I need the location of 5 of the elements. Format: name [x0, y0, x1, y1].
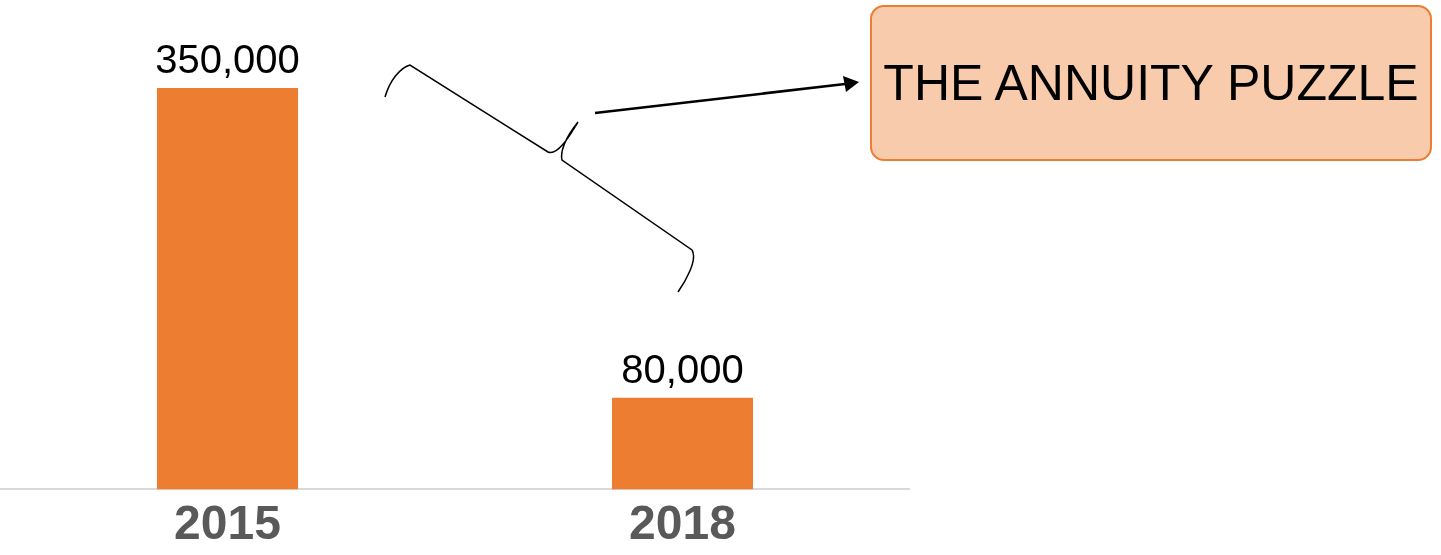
data-label: 350,000: [155, 37, 300, 82]
annotation: THE ANNUITY PUZZLE: [870, 5, 1432, 161]
x-tick-label: 2018: [629, 496, 736, 550]
x-tick-label: 2015: [174, 496, 281, 550]
data-label: 80,000: [621, 346, 744, 391]
